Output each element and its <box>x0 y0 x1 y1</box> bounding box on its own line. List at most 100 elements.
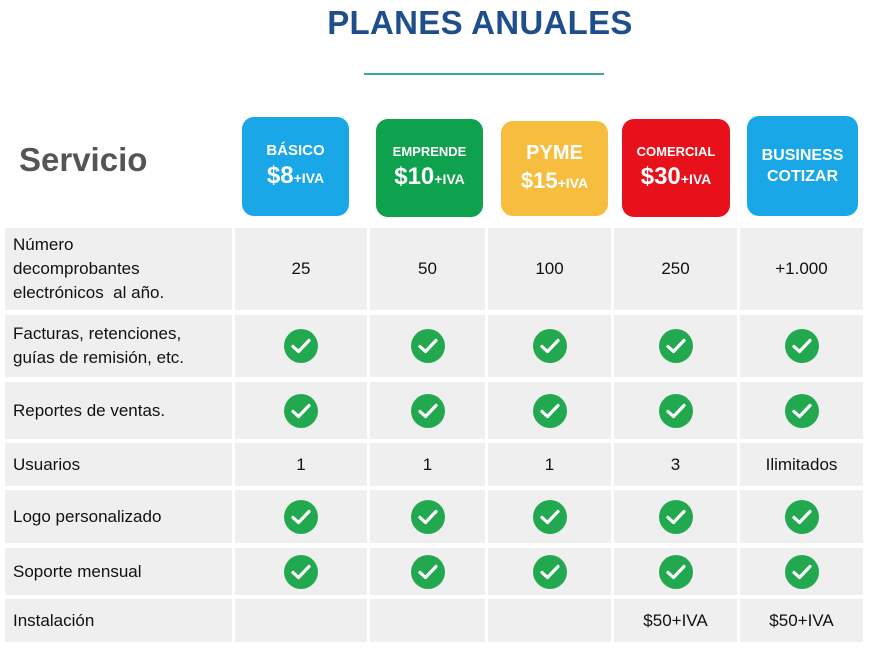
row-value-comercial <box>614 490 737 543</box>
plan-price: $15+IVA <box>521 166 588 198</box>
column-separator <box>611 315 614 377</box>
plan-price-amount: $10 <box>394 163 435 190</box>
row-label-line: electrónicos al año. <box>13 283 165 302</box>
plan-price: $10+IVA <box>394 162 465 194</box>
row-value-comercial <box>614 382 737 439</box>
row-label-line: decomprobantes <box>13 259 140 278</box>
column-separator <box>485 315 488 377</box>
row-value-basico <box>235 490 367 543</box>
row-value-pyme <box>488 548 611 595</box>
row-value-basico <box>235 382 367 439</box>
row-value-business: $50+IVA <box>740 599 863 642</box>
plan-price: COTIZAR <box>767 166 838 187</box>
column-separator <box>367 315 370 377</box>
column-separator <box>737 548 740 595</box>
row-value-pyme: 1 <box>488 443 611 486</box>
column-separator <box>367 228 370 310</box>
row-label-line: Usuarios <box>13 454 81 474</box>
row-value-pyme <box>488 599 611 642</box>
plan-card-emprende: EMPRENDE $10+IVA <box>376 119 483 217</box>
row-value-text: Ilimitados <box>765 454 838 474</box>
column-separator <box>737 382 740 439</box>
row-value-emprende <box>370 599 485 642</box>
row-label: Usuarios <box>13 443 228 486</box>
row-label-line: Soporte mensual <box>13 561 142 581</box>
row-label: Reportes de ventas. <box>13 382 228 439</box>
plan-price-amount: $8 <box>266 161 294 189</box>
column-separator <box>737 490 740 543</box>
checkmark-icon <box>410 393 445 428</box>
checkmark-icon <box>658 393 693 428</box>
table-row: Facturas, retenciones, guías de remisión,… <box>5 315 863 377</box>
checkmark-icon <box>284 329 318 363</box>
row-value-basico <box>235 599 367 642</box>
checkmark-icon <box>532 499 567 534</box>
plan-name: PYME <box>526 141 583 164</box>
column-separator <box>485 490 488 543</box>
checkmark-icon <box>658 329 693 363</box>
row-value-business: +1.000 <box>740 228 863 310</box>
row-value-business <box>740 315 863 377</box>
plan-price-suffix: +IVA <box>680 171 712 187</box>
column-separator <box>737 443 740 486</box>
checkmark-icon <box>532 393 567 428</box>
plan-card-comercial: COMERCIAL $30+IVA <box>622 119 730 217</box>
row-value-business <box>740 490 863 543</box>
column-separator <box>611 443 614 486</box>
row-value-text: 1 <box>422 454 433 474</box>
row-value-comercial <box>614 315 737 377</box>
column-separator <box>367 443 370 486</box>
row-value-business: Ilimitados <box>740 443 863 486</box>
row-value-emprende <box>370 490 485 543</box>
column-separator <box>737 315 740 377</box>
row-value-business <box>740 548 863 595</box>
row-value-pyme <box>488 382 611 439</box>
row-value-text: 250 <box>661 259 690 278</box>
plan-price-suffix: +IVA <box>434 171 465 187</box>
row-value-basico <box>235 315 367 377</box>
plan-price-amount: COTIZAR <box>766 168 839 185</box>
row-label-line: Logo personalizado <box>13 506 162 526</box>
row-value-emprende <box>370 548 485 595</box>
column-separator <box>232 599 235 642</box>
row-value-text: 1 <box>544 454 555 474</box>
row-value-text: 50 <box>418 259 437 278</box>
row-value-comercial: 3 <box>614 443 737 486</box>
row-value-business <box>740 382 863 439</box>
row-value-comercial <box>614 548 737 595</box>
row-value-basico: 1 <box>235 443 367 486</box>
row-value-basico: 25 <box>235 228 367 310</box>
row-value-text: 1 <box>296 454 306 474</box>
page-title: PLANES ANUALES <box>327 4 633 41</box>
row-label-line: Reportes de ventas. <box>13 400 166 420</box>
column-separator <box>367 599 370 642</box>
column-separator <box>611 548 614 595</box>
row-label-line: Facturas, retenciones, <box>13 324 182 343</box>
row-value-text: 25 <box>291 259 311 278</box>
checkmark-icon <box>284 393 318 428</box>
checkmark-icon <box>410 554 445 589</box>
row-label: Soporte mensual <box>13 548 228 595</box>
plan-card-basico: BÁSICO $8+IVA <box>242 117 349 216</box>
column-separator <box>232 548 235 595</box>
table-row: Usuarios 1 1 1 3 Ilimitados <box>5 443 863 486</box>
plan-price: $8+IVA <box>267 161 324 193</box>
table-row: Reportes de ventas. <box>5 382 863 439</box>
column-separator <box>367 548 370 595</box>
column-separator <box>611 490 614 543</box>
row-label-line: Instalación <box>13 610 95 630</box>
row-value-comercial: $50+IVA <box>614 599 737 642</box>
table-row: Logo personalizado <box>5 490 863 543</box>
row-value-text: 100 <box>535 259 564 278</box>
row-label-line: Número <box>13 235 74 254</box>
row-value-emprende <box>370 315 485 377</box>
column-separator <box>485 443 488 486</box>
checkmark-icon <box>784 554 819 589</box>
plan-price-suffix: +IVA <box>293 169 325 186</box>
row-value-emprende: 1 <box>370 443 485 486</box>
row-label: Número decomprobantes electrónicos al año. <box>13 228 228 310</box>
table-row: Instalación $50+IVA $50+IVA <box>5 599 863 642</box>
checkmark-icon <box>410 499 445 534</box>
column-separator <box>737 228 740 310</box>
column-separator <box>611 382 614 439</box>
